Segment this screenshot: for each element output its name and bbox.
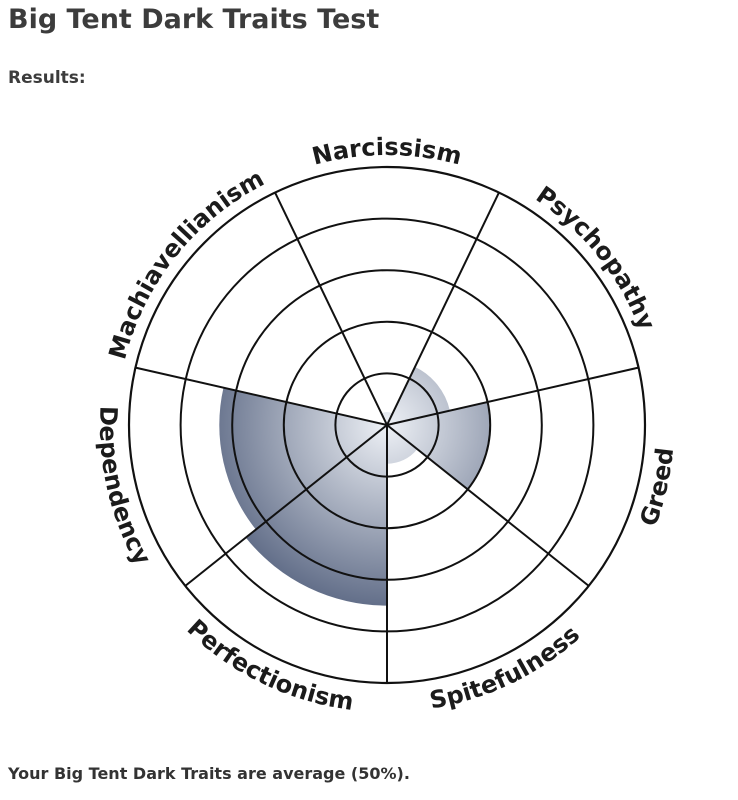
sector-divider (386, 192, 500, 426)
category-label-spitefulness: Spitefulness (427, 620, 585, 715)
category-label-dependency: Dependency (94, 406, 157, 570)
sector-divider (274, 192, 388, 426)
sector-divider (386, 424, 590, 587)
summary-text: Your Big Tent Dark Traits are average (5… (8, 764, 410, 783)
wedge-greed (387, 402, 491, 490)
sector-divider (386, 366, 639, 426)
wedge-perfectionism (245, 425, 387, 606)
wedge-spitefulness (387, 425, 418, 464)
category-label-greed: Greed (634, 446, 679, 530)
results-heading: Results: (8, 68, 86, 88)
wedge-psychopathy (387, 366, 450, 425)
sector-divider (135, 366, 388, 426)
sector-divider (184, 424, 388, 587)
page-title: Big Tent Dark Traits Test (8, 4, 380, 35)
dark-traits-polar-chart: Narcissism Psychopathy Greed Spitefulness Pe… (94, 133, 679, 716)
grid-layer (127, 165, 647, 685)
category-label-psychopathy: Psychopathy (531, 181, 661, 334)
category-label-narcissism: Narcissism (309, 133, 464, 171)
category-label-perfectionism: Perfectionism (182, 614, 356, 716)
wedge-narcissism (381, 412, 393, 425)
wedge-dependency (219, 387, 387, 530)
wedges-layer (219, 366, 491, 606)
